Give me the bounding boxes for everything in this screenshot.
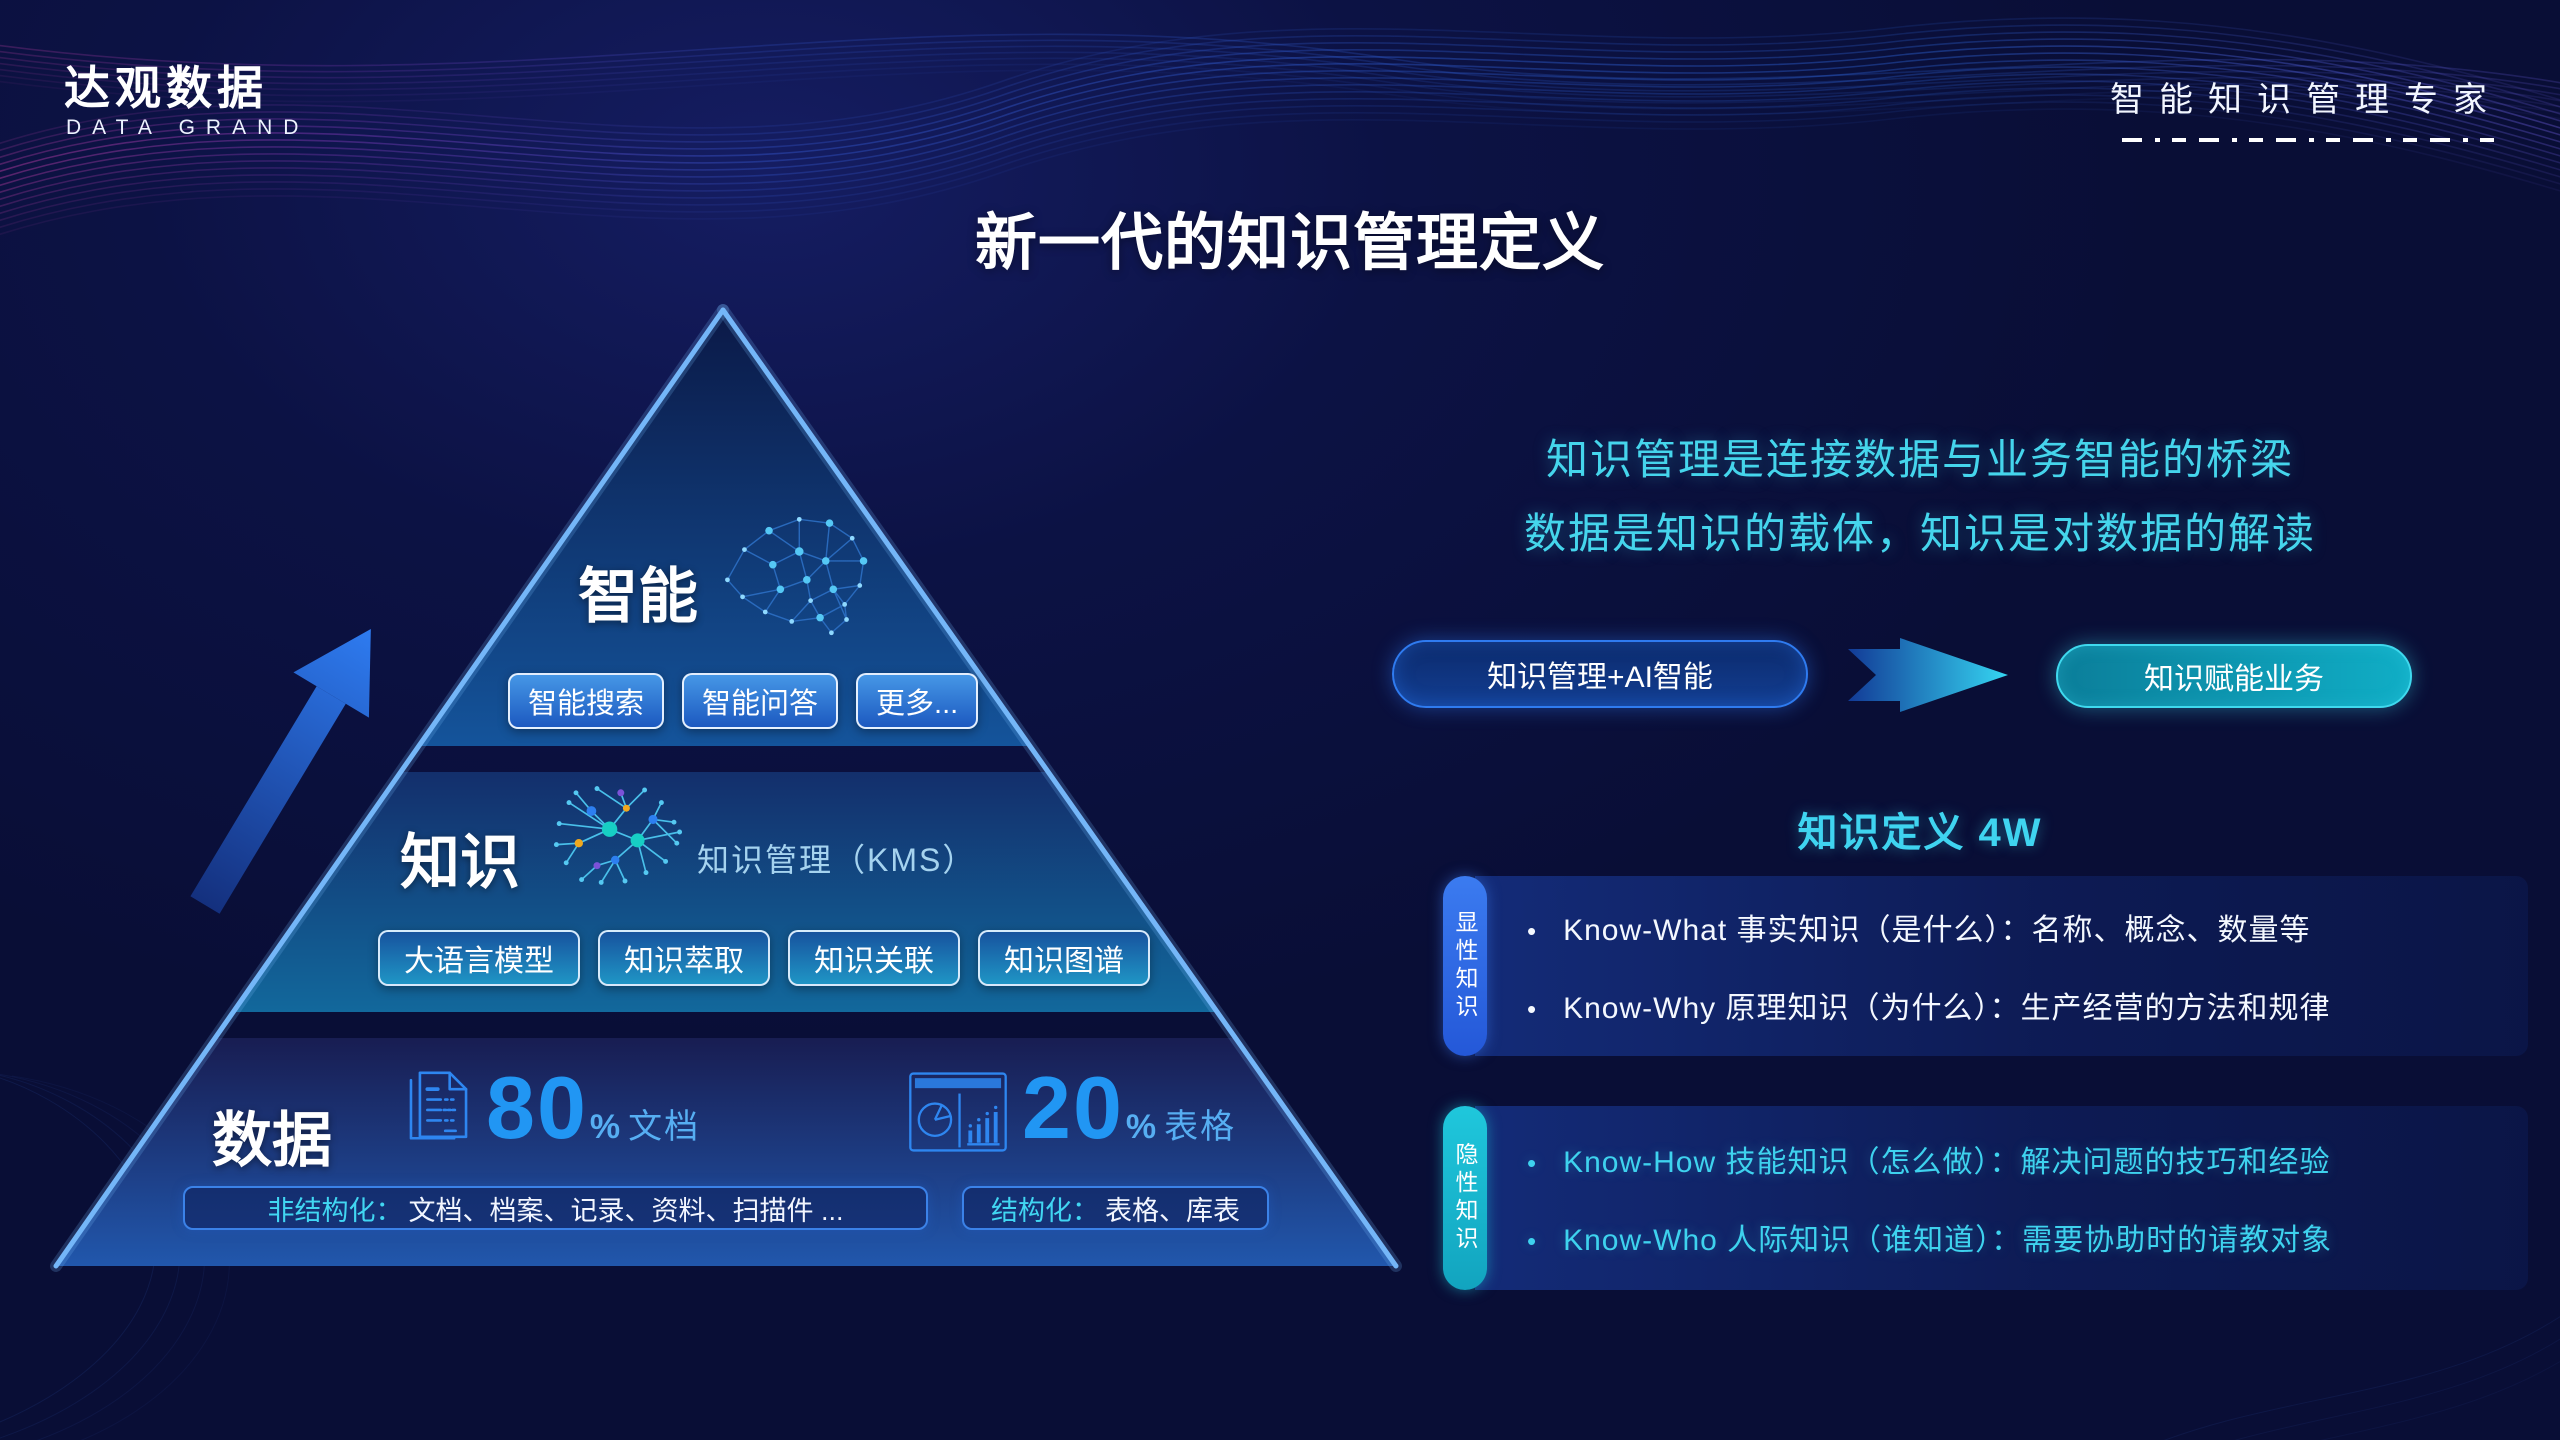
explicit-knowledge-content: Know-What 事实知识（是什么）：名称、概念、数量等 Know-Why 原… <box>1475 876 2528 1056</box>
structured-items: 表格、库表 <box>1105 1195 1240 1226</box>
stat-tables-label: 表格 <box>1164 1108 1237 1146</box>
logo-chinese: 达观数据 <box>64 62 268 114</box>
intelligence-tags: 智能搜索 智能问答 更多... <box>508 673 979 729</box>
logo-english: DATA GRAND <box>66 116 310 139</box>
bottom-right-waves-decoration <box>2163 1315 2560 1440</box>
tacit-knowledge-content: Know-How 技能知识（怎么做）：解决问题的技巧和经验 Know-Who 人… <box>1475 1106 2528 1290</box>
right-arrow-icon <box>1848 638 2008 712</box>
brain-network-icon <box>725 516 868 636</box>
unstructured-data-pill: 非结构化： 文档、档案、记录、资料、扫描件 ... <box>183 1186 928 1230</box>
stat-tables: 20 % 表格 <box>1022 1064 1236 1152</box>
unstructured-label: 非结构化： <box>267 1195 403 1226</box>
flow-target-pill: 知识赋能业务 <box>2056 644 2412 708</box>
bullet-know-what: Know-What 事实知识（是什么）：名称、概念、数量等 <box>1527 905 2528 949</box>
pyramid-edges <box>50 304 1402 1272</box>
knowledge-tags: 大语言模型 知识萃取 知识关联 知识图谱 <box>378 930 1150 986</box>
document-icon <box>409 1071 468 1140</box>
intro-line-1: 知识管理是连接数据与业务智能的桥梁 <box>1545 436 2294 483</box>
tagline-dashed-rule <box>2122 138 2500 142</box>
tag-llm: 大语言模型 <box>378 930 580 986</box>
stat-documents-unit: % <box>589 1108 621 1146</box>
layer-label-knowledge: 知识 <box>400 829 520 896</box>
unstructured-items: 文档、档案、记录、资料、扫描件 ... <box>408 1195 844 1226</box>
page-title: 新一代的知识管理定义 <box>974 209 1605 278</box>
explicit-knowledge-box: 显性知识 Know-What 事实知识（是什么）：名称、概念、数量等 Know-… <box>1443 876 2528 1056</box>
tacit-knowledge-box: 隐性知识 Know-How 技能知识（怎么做）：解决问题的技巧和经验 Know-… <box>1443 1106 2528 1290</box>
header-tagline: 智能知识管理专家 <box>2110 81 2502 119</box>
charts-dashboard-icon <box>909 1072 1007 1152</box>
structured-data-pill: 结构化： 表格、库表 <box>962 1186 1269 1230</box>
flow-source-pill: 知识管理+AI智能 <box>1392 640 1808 708</box>
pyramid-band-intelligence <box>419 310 1030 746</box>
bullet-know-why: Know-Why 原理知识（为什么）：生产经营的方法和规律 <box>1527 983 2528 1027</box>
explicit-knowledge-label: 显性知识 <box>1443 876 1487 1056</box>
stat-tables-value: 20 <box>1022 1058 1124 1157</box>
stat-documents-label: 文档 <box>628 1108 701 1146</box>
stat-tables-unit: % <box>1125 1108 1157 1146</box>
tag-knowledge-graph: 知识图谱 <box>978 930 1150 986</box>
section-heading-4w: 知识定义 4W <box>1797 811 2043 855</box>
kms-subtitle: 知识管理（KMS） <box>697 842 977 878</box>
tag-smart-search: 智能搜索 <box>508 673 665 729</box>
structured-label: 结构化： <box>991 1195 1099 1226</box>
tacit-knowledge-label: 隐性知识 <box>1443 1106 1487 1290</box>
stat-documents: 80 % 文档 <box>486 1064 700 1152</box>
tag-knowledge-linking: 知识关联 <box>788 930 960 986</box>
tag-smart-qa: 智能问答 <box>682 673 839 729</box>
up-right-arrow-icon <box>190 628 371 914</box>
bullet-know-how: Know-How 技能知识（怎么做）：解决问题的技巧和经验 <box>1527 1137 2528 1181</box>
layer-label-intelligence: 智能 <box>578 563 698 630</box>
layer-label-data: 数据 <box>212 1107 332 1174</box>
bullet-know-who: Know-Who 人际知识（谁知道）：需要协助时的请教对象 <box>1527 1215 2528 1259</box>
knowledge-graph-icon <box>553 786 683 885</box>
tag-knowledge-extraction: 知识萃取 <box>598 930 770 986</box>
intro-line-2: 数据是知识的载体，知识是对数据的解读 <box>1523 510 2316 557</box>
tag-more: 更多... <box>856 673 979 729</box>
stat-documents-value: 80 <box>486 1058 588 1157</box>
